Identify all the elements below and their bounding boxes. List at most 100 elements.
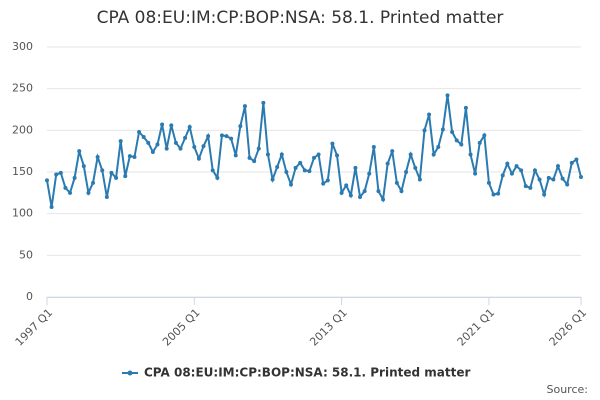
data-point [523, 184, 528, 189]
data-point [459, 142, 464, 147]
data-point [201, 144, 206, 149]
data-point [256, 146, 261, 151]
data-point [325, 178, 330, 183]
data-point [509, 171, 514, 176]
data-point [528, 185, 533, 190]
y-tick-label: 150 [12, 165, 33, 178]
data-point [440, 127, 445, 132]
data-point [233, 153, 238, 158]
data-point [279, 152, 284, 157]
data-point [265, 152, 270, 157]
data-point [160, 122, 165, 127]
data-point [565, 182, 570, 187]
data-point [431, 152, 436, 157]
data-point [532, 168, 537, 173]
data-point [413, 165, 418, 170]
x-tick-label: 2005 Q1 [160, 306, 203, 349]
data-point [353, 165, 358, 170]
data-point [505, 161, 510, 166]
data-point [496, 191, 501, 196]
data-point [261, 100, 266, 105]
data-point [491, 192, 496, 197]
data-point [86, 190, 91, 195]
data-point [316, 152, 321, 157]
data-point [344, 183, 349, 188]
data-point [247, 155, 252, 160]
data-point [54, 172, 59, 177]
data-point [339, 190, 344, 195]
data-point [298, 160, 303, 165]
y-tick-label: 300 [12, 40, 33, 53]
data-point [574, 157, 579, 162]
x-tick-label: 2021 Q1 [455, 306, 498, 349]
data-point [367, 171, 372, 176]
data-point [146, 140, 151, 145]
data-point [72, 175, 77, 180]
data-point [164, 146, 169, 151]
data-point [514, 164, 519, 169]
data-point [252, 159, 257, 164]
data-point [114, 175, 119, 180]
data-point [399, 189, 404, 194]
data-point [482, 133, 487, 138]
y-tick-label: 0 [26, 290, 33, 303]
data-point [127, 154, 132, 159]
source-label: Source: [547, 383, 589, 396]
data-point [238, 124, 243, 129]
data-point [390, 149, 395, 154]
x-tick-label: 2026 Q1 [547, 306, 590, 349]
y-tick-label: 200 [12, 123, 33, 136]
data-point [312, 155, 316, 160]
y-tick-label: 100 [12, 207, 33, 220]
data-point [77, 149, 82, 154]
data-point [270, 177, 275, 182]
legend-marker [127, 370, 133, 376]
x-tick-label: 1997 Q1 [13, 306, 56, 349]
data-point [215, 175, 220, 180]
data-point [537, 177, 542, 182]
data-point [173, 140, 178, 145]
data-point [330, 141, 335, 146]
data-point [385, 161, 390, 166]
data-point [445, 93, 450, 98]
data-point [192, 145, 197, 149]
data-point [150, 150, 155, 154]
data-point [551, 177, 556, 182]
data-point [169, 123, 174, 128]
data-point [178, 146, 183, 151]
x-tick-label: 2013 Q1 [307, 306, 350, 349]
data-point [132, 155, 137, 159]
data-point [100, 168, 105, 173]
data-point [123, 174, 128, 179]
data-point [394, 180, 399, 185]
data-point [183, 135, 188, 140]
y-tick-label: 250 [12, 82, 33, 95]
data-point [422, 128, 427, 133]
data-point [206, 134, 211, 139]
data-point [454, 138, 459, 143]
data-point [408, 152, 413, 157]
data-point [468, 152, 473, 157]
data-point [486, 180, 491, 185]
legend-label: CPA 08:EU:IM:CP:BOP:NSA: 58.1. Printed m… [144, 366, 470, 380]
data-point [358, 195, 363, 199]
data-point [68, 190, 73, 195]
data-point [555, 164, 560, 169]
data-point [307, 169, 312, 174]
data-point [500, 173, 505, 178]
series-line [46, 95, 582, 208]
data-point [275, 165, 280, 169]
data-point [293, 165, 298, 170]
data-point [376, 189, 381, 194]
data-point [104, 195, 109, 199]
data-point [463, 105, 468, 110]
data-point [450, 130, 455, 134]
data-point [560, 176, 565, 181]
data-point [95, 155, 100, 159]
data-point [210, 168, 215, 173]
chart-title: CPA 08:EU:IM:CP:BOP:NSA: 58.1. Printed m… [97, 8, 504, 28]
data-point [542, 192, 547, 197]
data-point [196, 156, 201, 161]
data-point [404, 170, 409, 174]
